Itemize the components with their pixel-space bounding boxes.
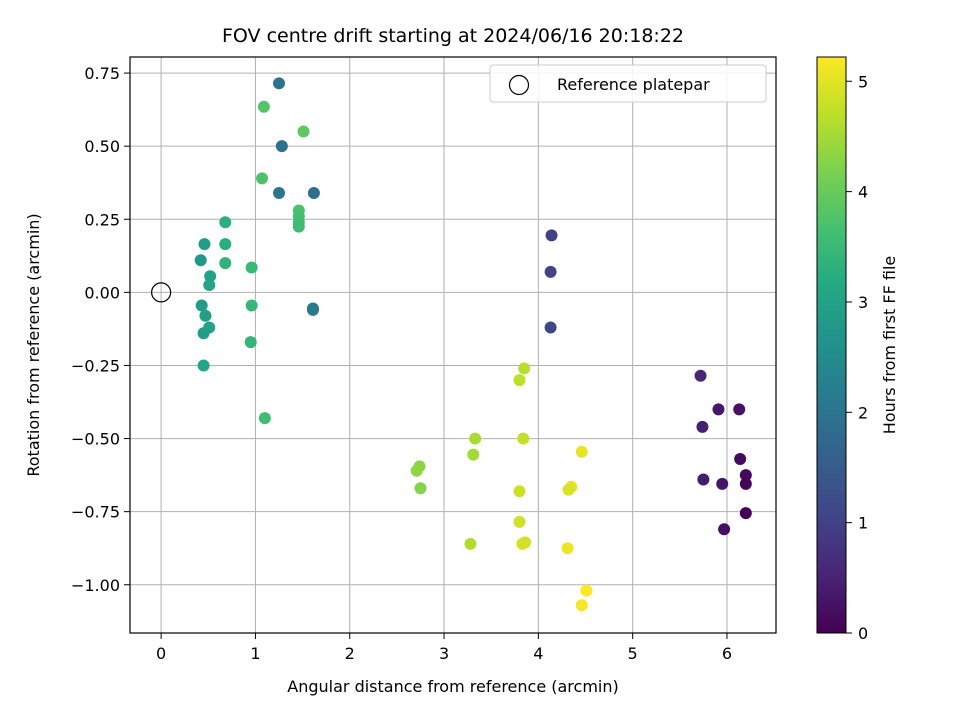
grid-lines — [130, 57, 776, 633]
colorbar-tick-label: 3 — [858, 293, 868, 312]
scatter-point — [733, 403, 746, 416]
scatter-point — [257, 100, 270, 113]
scatter-point — [292, 220, 305, 233]
scatter-point — [307, 186, 320, 199]
y-tick-label: −0.75 — [71, 503, 120, 522]
y-tick-label: −1.00 — [71, 576, 120, 595]
x-axis-ticks: 0 1 2 3 4 5 6 — [156, 633, 732, 663]
scatter-point — [256, 172, 269, 185]
scatter-point — [518, 362, 531, 375]
y-tick-label: 0.50 — [84, 137, 120, 156]
scatter-point — [306, 303, 319, 316]
scatter-point — [517, 432, 530, 445]
scatter-point — [275, 140, 288, 153]
scatter-point — [575, 599, 588, 612]
x-axis-label: Angular distance from reference (arcmin) — [287, 677, 618, 696]
legend-label: Reference platepar — [557, 75, 710, 94]
x-tick-label: 6 — [722, 644, 732, 663]
scatter-point — [194, 254, 207, 267]
plot-frame — [129, 56, 777, 634]
colorbar-tick-label: 0 — [858, 624, 868, 643]
scatter-point — [245, 299, 258, 312]
y-axis-ticks: 0.75 0.50 0.25 0.00 −0.25 −0.50 −0.75 −1.00 — [71, 64, 130, 595]
colorbar: 0 1 2 3 4 5 Hours from first FF file — [816, 56, 899, 643]
legend-box — [489, 64, 767, 103]
scatter-point — [513, 485, 526, 498]
scatter-point — [245, 261, 258, 274]
scatter-point — [244, 336, 257, 349]
y-axis-label: Rotation from reference (arcmin) — [24, 213, 43, 476]
colorbar-label: Hours from first FF file — [880, 256, 899, 435]
scatter-point — [273, 77, 286, 90]
scatter-point — [739, 469, 752, 482]
scatter-point — [414, 482, 427, 495]
scatter-point — [718, 523, 731, 536]
data-points — [151, 77, 752, 612]
scatter-point — [712, 403, 725, 416]
scatter-point — [716, 477, 729, 490]
y-tick-label: 0.25 — [84, 210, 120, 229]
scatter-point — [464, 537, 477, 550]
scatter-point — [258, 412, 271, 425]
scatter-point — [219, 216, 232, 229]
scatter-point — [410, 464, 423, 477]
scatter-point — [513, 515, 526, 528]
colorbar-gradient — [816, 56, 847, 634]
colorbar-tick-label: 4 — [858, 183, 868, 202]
x-tick-label: 5 — [628, 644, 638, 663]
scatter-point — [199, 309, 212, 322]
scatter-point — [219, 257, 232, 270]
legend: Reference platepar — [489, 64, 767, 103]
colorbar-tick-label: 5 — [858, 72, 868, 91]
scatter-point — [297, 125, 310, 138]
scatter-point — [697, 473, 710, 486]
scatter-point — [273, 186, 286, 199]
scatter-point — [197, 359, 210, 372]
x-tick-label: 2 — [345, 644, 355, 663]
x-tick-label: 0 — [156, 644, 166, 663]
scatter-point — [696, 420, 709, 433]
scatter-point — [195, 299, 208, 312]
scatter-point — [219, 238, 232, 251]
legend-marker-open-circle — [508, 74, 530, 96]
y-tick-label: −0.25 — [71, 356, 120, 375]
x-tick-label: 1 — [250, 644, 260, 663]
reference-platepar-marker — [151, 282, 172, 303]
scatter-point — [469, 432, 482, 445]
scatter-point — [197, 327, 210, 340]
scatter-point — [562, 483, 575, 496]
scatter-point — [739, 507, 752, 520]
colorbar-ticks: 0 1 2 3 4 5 — [846, 72, 868, 643]
scatter-point — [545, 229, 558, 242]
scatter-point — [544, 265, 557, 278]
scatter-point — [575, 445, 588, 458]
scatter-point — [580, 584, 593, 597]
x-tick-label: 4 — [533, 644, 543, 663]
scatter-point — [467, 448, 480, 461]
x-tick-label: 3 — [439, 644, 449, 663]
colorbar-tick-label: 2 — [858, 403, 868, 422]
chart-title: FOV centre drift starting at 2024/06/16 … — [222, 25, 684, 47]
scatter-point — [694, 369, 707, 382]
scatter-point — [513, 374, 526, 387]
scatter-point — [198, 238, 211, 251]
y-tick-label: 0.75 — [84, 64, 120, 83]
scatter-point — [739, 477, 752, 490]
y-tick-label: 0.00 — [84, 283, 120, 302]
scatter-point — [561, 542, 574, 555]
scatter-point — [519, 536, 532, 549]
scatter-point — [544, 321, 557, 334]
colorbar-tick-label: 1 — [858, 514, 868, 533]
scatter-point — [204, 270, 217, 283]
scatter-point — [203, 279, 216, 292]
y-tick-label: −0.50 — [71, 430, 120, 449]
scatter-point — [734, 453, 747, 466]
